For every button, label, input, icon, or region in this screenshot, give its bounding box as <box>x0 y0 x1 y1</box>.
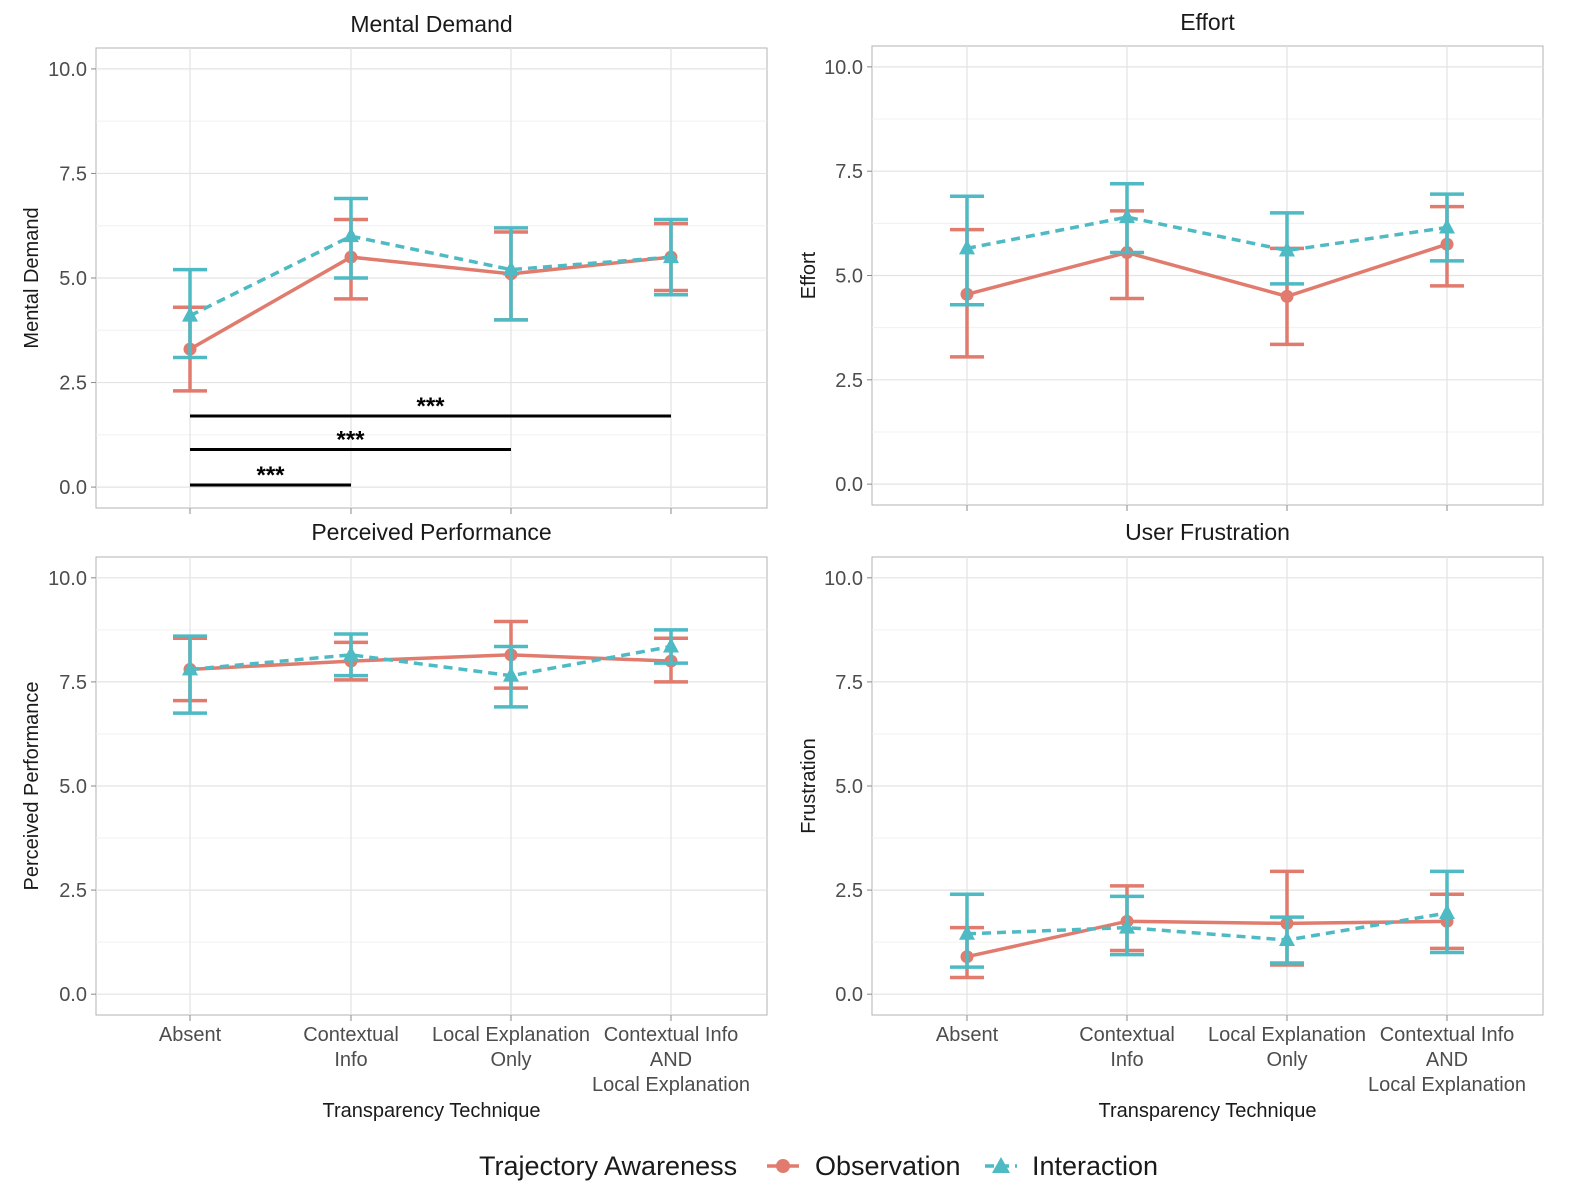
data-point <box>1439 903 1455 919</box>
legend-title: Trajectory Awareness <box>479 1151 737 1181</box>
x-tick-label: Local Explanation Only <box>432 1024 590 1071</box>
series-line <box>189 234 672 318</box>
y-tick-label: 7.5 <box>59 163 87 185</box>
x-tick-label: Contextual Info <box>1079 1024 1175 1071</box>
chart-panel-2: 0.0 2.5 5.0 7.5 10.0 Effort Effort <box>798 9 1544 511</box>
legend-label: Observation <box>815 1151 961 1181</box>
y-axis-title: Frustration <box>798 738 820 834</box>
data-point <box>503 260 519 276</box>
y-tick-label: 0.0 <box>59 477 87 499</box>
legend-key-marker <box>776 1159 790 1173</box>
series-line <box>966 919 1448 959</box>
data-point <box>1119 918 1135 934</box>
series-line <box>966 215 1448 253</box>
y-tick-label: 0.0 <box>835 984 863 1006</box>
y-tick-label: 0.0 <box>835 474 863 496</box>
significance-label: *** <box>416 393 445 420</box>
chart-panel-4: 0.0 2.5 5.0 7.5 10.0 User Frustration Frustrat… <box>798 519 1544 1122</box>
data-point <box>1439 218 1455 234</box>
chart-panel-3: 0.0 2.5 5.0 7.5 10.0 Perceived Performance Per… <box>21 519 768 1122</box>
y-tick-label: 2.5 <box>835 370 863 392</box>
data-point <box>503 666 519 682</box>
data-point <box>182 660 198 676</box>
y-tick-label: 10.0 <box>824 568 863 590</box>
y-tick-label: 10.0 <box>824 57 863 79</box>
legend-key-marker <box>992 1157 1010 1173</box>
data-point <box>663 637 679 653</box>
legend: Trajectory Awareness Observation Interacti… <box>479 1151 1158 1181</box>
y-tick-label: 0.0 <box>59 984 87 1006</box>
significance-label: *** <box>336 426 365 453</box>
series-line <box>189 255 672 351</box>
y-tick-label: 5.0 <box>59 776 87 798</box>
series-line <box>189 653 672 672</box>
data-point <box>1279 931 1295 947</box>
data-point <box>1119 208 1135 224</box>
series-interaction <box>173 628 688 715</box>
y-tick-label: 2.5 <box>59 880 87 902</box>
data-point <box>343 645 359 661</box>
y-tick-label: 2.5 <box>835 880 863 902</box>
x-tick-label: Local Explanation Only <box>1208 1024 1366 1071</box>
significance-label: *** <box>256 462 285 489</box>
x-axis-title: Transparency Technique <box>1099 1100 1317 1122</box>
panel-title: Mental Demand <box>350 11 512 37</box>
panel-title: Effort <box>1180 9 1235 35</box>
y-tick-label: 5.0 <box>835 776 863 798</box>
data-point <box>1280 289 1294 303</box>
data-point <box>663 248 679 264</box>
y-tick-label: 5.0 <box>835 266 863 288</box>
legend-item-interaction: Interaction <box>985 1151 1158 1181</box>
data-point <box>343 227 359 243</box>
series-line <box>966 242 1448 299</box>
y-tick-label: 10.0 <box>48 568 87 590</box>
y-tick-label: 10.0 <box>48 59 87 81</box>
x-tick-label: Contextual Info AND Local Explanation <box>592 1024 750 1096</box>
y-tick-label: 2.5 <box>59 373 87 395</box>
x-tick-label: Contextual Info AND Local Explanation <box>1368 1024 1526 1096</box>
series-interaction <box>950 181 1464 307</box>
y-tick-label: 7.5 <box>59 672 87 694</box>
y-tick-label: 5.0 <box>59 268 87 290</box>
data-point <box>182 306 198 322</box>
panel-title: Perceived Performance <box>311 519 551 545</box>
legend-label: Interaction <box>1032 1151 1158 1181</box>
data-point <box>959 924 975 940</box>
x-axis-title: Transparency Technique <box>323 1100 541 1122</box>
series-line <box>966 911 1448 942</box>
y-tick-label: 7.5 <box>835 161 863 183</box>
data-point <box>959 239 975 255</box>
series-interaction <box>950 869 1464 969</box>
x-tick-label: Contextual Info <box>303 1024 399 1071</box>
chart-panel-1: 0.0 2.5 5.0 7.5 10.0 Mental Demand Mental Dema… <box>21 11 768 514</box>
y-tick-label: 7.5 <box>835 672 863 694</box>
x-tick-label: Absent <box>159 1024 222 1046</box>
series-interaction <box>173 196 688 360</box>
y-axis-title: Perceived Performance <box>21 682 43 891</box>
x-tick-label: Absent <box>936 1024 999 1046</box>
data-point <box>1279 241 1295 257</box>
legend-item-observation: Observation <box>767 1151 961 1181</box>
y-axis-title: Effort <box>798 251 820 299</box>
y-axis-title: Mental Demand <box>21 207 43 348</box>
panel-title: User Frustration <box>1125 519 1290 545</box>
series-line <box>189 644 672 678</box>
